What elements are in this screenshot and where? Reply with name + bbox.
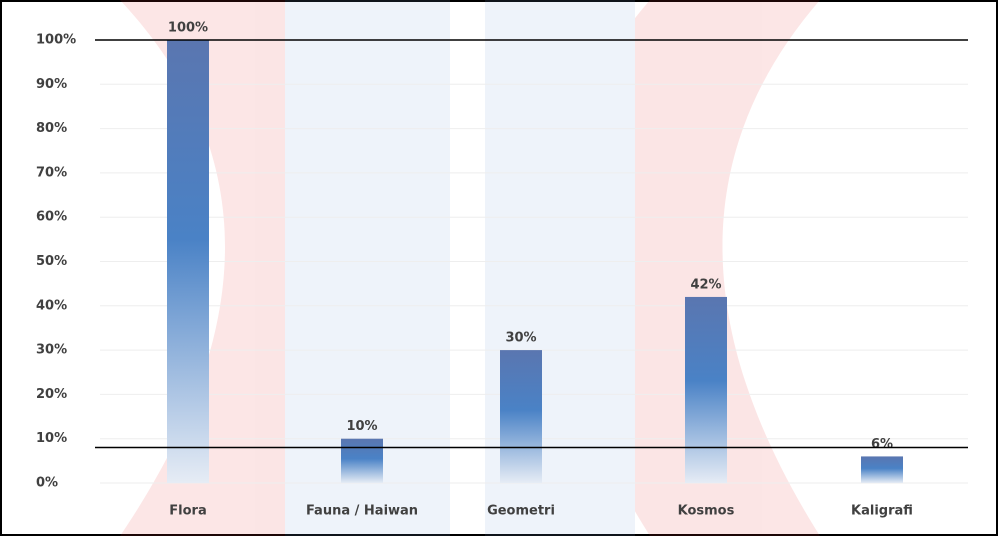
data-label: 100% (168, 21, 208, 36)
y-tick-label: 0% (36, 476, 58, 491)
bar (685, 296, 727, 483)
data-label: 30% (505, 331, 536, 346)
bar (861, 456, 903, 483)
y-tick-label: 20% (36, 387, 67, 402)
y-tick-label: 90% (36, 77, 67, 92)
bar (341, 438, 383, 483)
bar (167, 40, 209, 483)
bar (500, 350, 542, 483)
data-label: 42% (690, 277, 721, 292)
data-label: 10% (346, 419, 377, 434)
x-tick-label: Kaligrafi (851, 504, 913, 519)
data-label: 6% (871, 437, 893, 452)
y-tick-label: 70% (36, 165, 67, 180)
y-tick-label: 40% (36, 298, 67, 313)
y-tick-label: 30% (36, 343, 67, 358)
x-tick-label: Kosmos (678, 504, 735, 519)
x-tick-label: Geometri (487, 504, 555, 519)
x-tick-label: Flora (169, 504, 206, 519)
y-tick-label: 10% (36, 431, 67, 446)
y-tick-label: 60% (36, 210, 67, 225)
y-tick-label: 50% (36, 254, 67, 269)
y-tick-label: 80% (36, 121, 67, 136)
y-tick-label: 100% (36, 33, 76, 48)
x-tick-label: Fauna / Haiwan (306, 504, 418, 519)
